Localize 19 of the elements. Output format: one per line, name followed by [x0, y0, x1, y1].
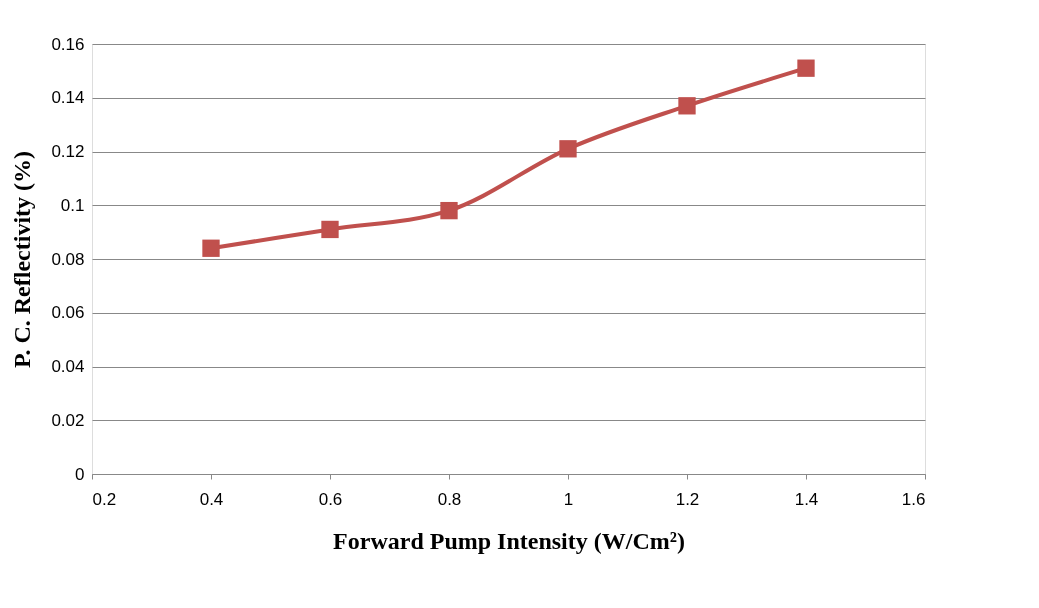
y-tick-label: 0.06	[51, 303, 85, 323]
y-tick-label: 0.04	[51, 357, 85, 376]
y-tick-label: 0.16	[51, 34, 85, 54]
x-axis-title: Forward Pump Intensity (W/Cm²)	[333, 527, 685, 554]
y-tick-label: 0.14	[51, 88, 85, 108]
y-tick-label: 0	[75, 464, 85, 484]
y-tick-label: 0.02	[51, 410, 85, 430]
x-tick-label: 0.2	[92, 489, 117, 509]
y-tick-label: 0.1	[60, 195, 85, 215]
x-tick-label: 1.6	[901, 489, 926, 509]
x-tick-label: 1	[563, 489, 574, 509]
x-tick-label: 0.6	[318, 489, 343, 509]
y-tick-label: 0.12	[51, 142, 85, 161]
x-tick-label: 0.8	[437, 489, 462, 509]
x-tick-label: 1.2	[675, 489, 700, 509]
y-axis-title: P. C. Reflectivity (%)	[9, 150, 36, 369]
x-tick-label: 1.4	[794, 489, 819, 509]
x-tick-label: 0.4	[199, 489, 224, 509]
y-tick-label: 0.08	[51, 249, 85, 269]
